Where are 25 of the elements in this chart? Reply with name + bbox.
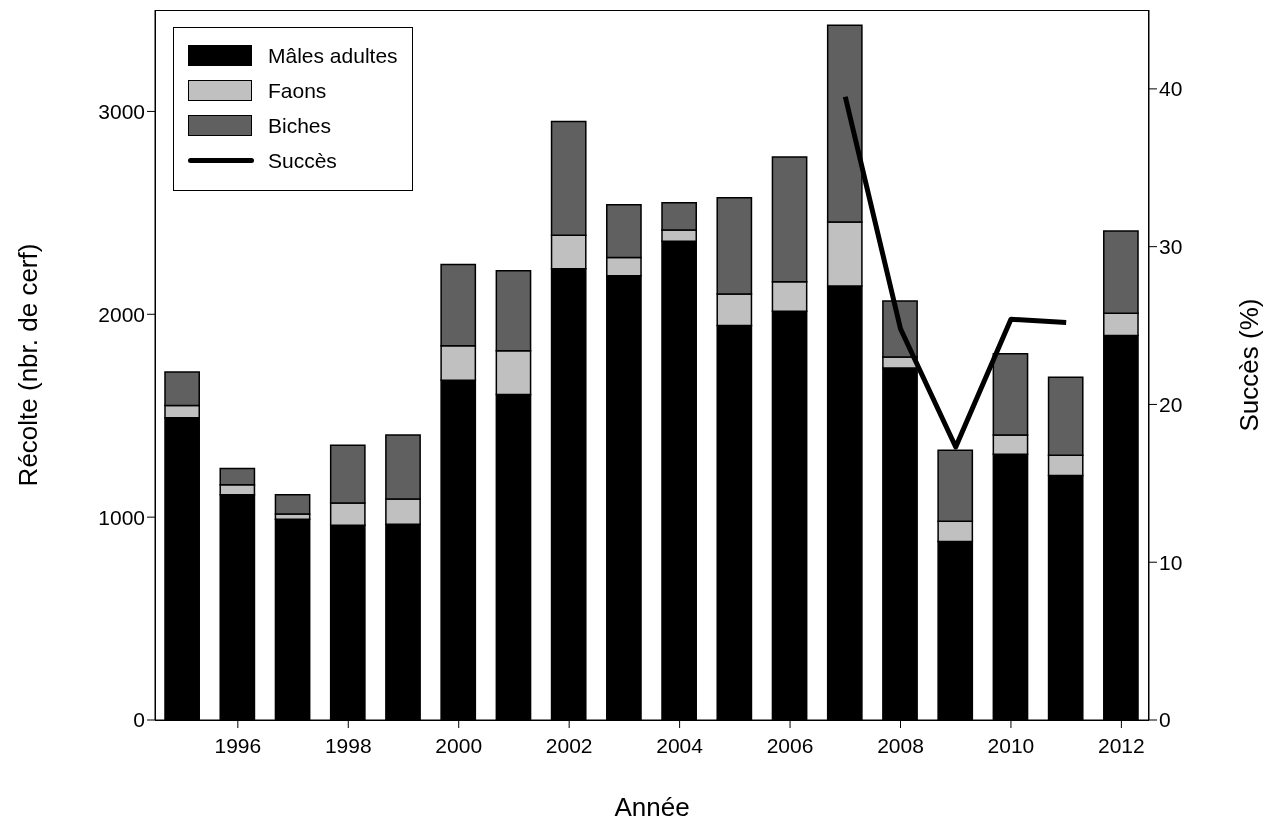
y-tick-label: 2000 [98,302,145,326]
y2-tick-label: 20 [1159,392,1183,416]
x-tick-label: 1996 [214,733,262,757]
x-tick-label: 2010 [987,733,1035,757]
x-tick-label: 2012 [1098,733,1145,757]
y2-tick-label: 0 [1159,708,1171,732]
x-tick-label: 2002 [545,733,593,757]
y2-tick-label: 40 [1159,77,1183,101]
y-tick-label: 3000 [98,99,145,123]
x-tick-label: 1998 [324,733,372,757]
y-tick-label: 1000 [98,505,145,529]
y-axis-title: Récolte (nbr. de cerf) [13,243,44,487]
x-tick-label: 2008 [877,733,924,757]
legend-label: Biches [268,113,332,138]
legend-label: Mâles adultes [268,43,398,68]
legend-label: Succès [268,148,337,173]
x-axis-title: Année [614,792,690,822]
y2-axis-title: Succès (%) [1234,298,1265,432]
x-tick-label: 2000 [435,733,483,757]
x-tick-label: 2006 [766,733,814,757]
legend-label: Faons [268,78,327,103]
y2-tick-label: 30 [1159,235,1183,259]
y-tick-label: 0 [133,708,145,732]
y2-tick-label: 10 [1159,550,1183,574]
x-tick-label: 2004 [656,733,704,757]
